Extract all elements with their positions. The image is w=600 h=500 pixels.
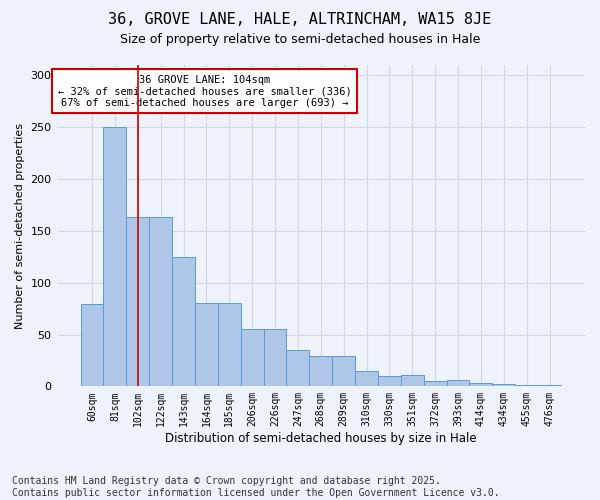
Bar	[469, 383, 493, 386]
X-axis label: Distribution of semi-detached houses by size in Hale: Distribution of semi-detached houses by …	[165, 432, 476, 445]
Bar	[286, 350, 310, 387]
Bar	[149, 218, 172, 386]
Text: 36, GROVE LANE, HALE, ALTRINCHAM, WA15 8JE: 36, GROVE LANE, HALE, ALTRINCHAM, WA15 8…	[109, 12, 491, 28]
Bar	[310, 356, 332, 386]
Bar	[401, 375, 424, 386]
Bar	[355, 371, 378, 386]
Bar	[172, 257, 195, 386]
Bar	[127, 218, 149, 386]
Bar	[195, 304, 218, 386]
Bar	[103, 127, 127, 386]
Bar	[241, 330, 263, 386]
Bar	[218, 304, 241, 386]
Bar	[424, 381, 446, 386]
Bar	[493, 384, 515, 386]
Text: Size of property relative to semi-detached houses in Hale: Size of property relative to semi-detach…	[120, 32, 480, 46]
Y-axis label: Number of semi-detached properties: Number of semi-detached properties	[15, 122, 25, 328]
Bar	[263, 330, 286, 386]
Bar	[378, 376, 401, 386]
Text: 36 GROVE LANE: 104sqm
← 32% of semi-detached houses are smaller (336)
67% of sem: 36 GROVE LANE: 104sqm ← 32% of semi-deta…	[58, 74, 352, 108]
Text: Contains HM Land Registry data © Crown copyright and database right 2025.
Contai: Contains HM Land Registry data © Crown c…	[12, 476, 500, 498]
Bar	[446, 380, 469, 386]
Bar	[80, 304, 103, 386]
Bar	[332, 356, 355, 386]
